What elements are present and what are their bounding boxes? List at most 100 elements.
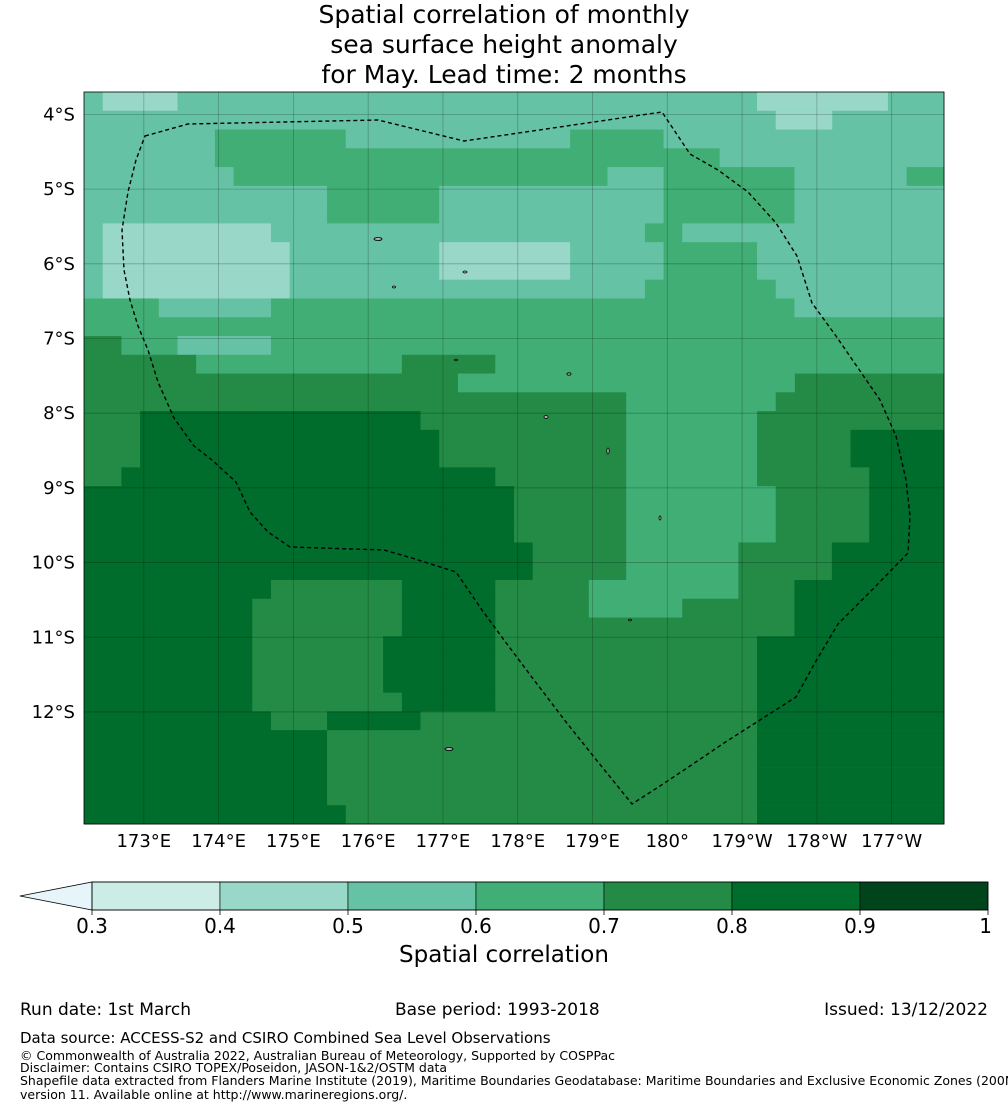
correlation-cell <box>84 429 141 450</box>
shapefile-credit-2: version 11. Available online at http://w… <box>20 1087 408 1102</box>
correlation-cell <box>719 148 945 168</box>
colorbar-tick-label: 0.6 <box>460 914 492 938</box>
correlation-cell <box>700 298 795 318</box>
longitude-labels: 173°E 174°E 175°E 176°E 177°E 178°E 179°E 180° 1… <box>116 831 922 852</box>
correlation-cell <box>327 711 421 731</box>
colorbar-bin <box>219 881 349 911</box>
map-title: Spatial correlation of monthly sea surfa… <box>0 0 1008 90</box>
correlation-cell <box>495 598 590 618</box>
correlation-cell <box>84 260 104 281</box>
correlation-cell <box>102 223 272 243</box>
correlation-cell <box>401 692 496 712</box>
correlation-cell <box>439 260 571 281</box>
correlation-cell <box>588 598 683 618</box>
correlation-cell <box>757 748 945 769</box>
correlation-cell <box>84 129 216 149</box>
correlation-cell <box>757 636 945 656</box>
correlation-cell <box>196 354 403 374</box>
correlation-cell <box>831 561 945 581</box>
correlation-cell <box>850 448 945 468</box>
colorbar-label: Spatial correlation <box>399 942 609 968</box>
correlation-cell <box>738 580 795 600</box>
correlation-cell <box>252 392 515 412</box>
correlation-cell <box>84 504 515 525</box>
correlation-cell <box>84 185 328 206</box>
correlation-cell <box>439 448 627 468</box>
title-line-1: Spatial correlation of monthly <box>318 0 690 29</box>
correlation-cell <box>121 354 197 374</box>
correlation-cell <box>84 354 122 374</box>
correlation-cell <box>663 167 795 187</box>
correlation-cell <box>757 92 889 112</box>
correlation-cell <box>383 636 496 656</box>
correlation-cell <box>327 185 440 206</box>
correlation-cell <box>757 429 851 450</box>
shapefile-credit-1: Shapefile data extracted from Flanders M… <box>20 1073 1008 1088</box>
correlation-cell <box>757 448 851 468</box>
correlation-cell <box>420 411 627 431</box>
correlation-cell <box>102 260 291 281</box>
correlation-cell <box>84 92 104 112</box>
correlation-cell <box>289 260 440 281</box>
colorbar-tick-label: 0.5 <box>332 914 364 938</box>
correlation-cell <box>252 617 403 637</box>
longitude-label: 179°E <box>565 831 620 852</box>
correlation-cell <box>775 279 945 299</box>
correlation-cell <box>84 317 160 337</box>
correlation-cell <box>84 636 253 656</box>
correlation-cell <box>289 279 646 299</box>
correlation-cell <box>663 129 945 149</box>
correlation-cell <box>177 336 272 356</box>
latitude-label: 11°S <box>32 627 75 648</box>
correlation-cell <box>401 598 496 618</box>
correlation-cell <box>588 148 721 168</box>
longitude-label: 174°E <box>191 831 246 852</box>
correlation-cell <box>551 373 777 393</box>
correlation-cell <box>84 223 104 243</box>
run-date: Run date: 1st March <box>20 1000 192 1020</box>
correlation-cell <box>588 580 739 600</box>
correlation-cell <box>570 129 664 149</box>
correlation-cell <box>663 185 795 206</box>
correlation-cell <box>289 242 440 262</box>
correlation-cell <box>121 336 178 356</box>
correlation-cell <box>420 711 758 731</box>
correlation-cell <box>626 486 777 506</box>
correlation-cell <box>158 298 272 318</box>
correlation-cell <box>757 786 945 806</box>
correlation-cell <box>794 598 945 618</box>
correlation-cell <box>869 523 945 543</box>
correlation-cell <box>84 805 347 825</box>
correlation-map: 4°S 5°S 6°S 7°S 8°S 9°S 10°S 11°S 12°S 173°E 174°… <box>19 91 992 938</box>
correlation-cell <box>214 129 347 149</box>
colorbar-tick-label: 0.9 <box>844 914 876 938</box>
correlation-cell <box>84 580 272 600</box>
correlation-cell <box>495 354 590 374</box>
longitude-label: 173°E <box>116 831 171 852</box>
latitude-label: 5°S <box>43 179 75 200</box>
correlation-cell <box>401 580 496 600</box>
colorbar-tick-label: 0.4 <box>204 914 236 938</box>
islands <box>373 237 662 751</box>
correlation-cell <box>775 523 870 543</box>
correlation-cell <box>757 467 870 487</box>
correlation-cell <box>84 486 515 506</box>
correlation-cell <box>84 392 122 412</box>
colorbar-tick-label: 0.7 <box>588 914 620 938</box>
longitude-label: 177°E <box>416 831 471 852</box>
latitude-label: 6°S <box>43 254 75 275</box>
correlation-cell <box>252 655 384 675</box>
copyright: © Commonwealth of Australia 2022, Austra… <box>20 1048 615 1063</box>
correlation-cell <box>775 486 870 506</box>
longitude-label: 178°E <box>490 831 545 852</box>
correlation-cell <box>495 617 721 637</box>
correlation-cell <box>84 523 515 543</box>
correlation-cell <box>84 242 104 262</box>
correlation-cell <box>270 336 403 356</box>
correlation-cell <box>439 185 664 206</box>
correlation-cell <box>214 148 384 168</box>
correlation-cell <box>514 392 627 412</box>
correlation-cell <box>626 392 777 412</box>
correlation-cell <box>607 167 664 187</box>
correlation-cell <box>532 542 627 562</box>
